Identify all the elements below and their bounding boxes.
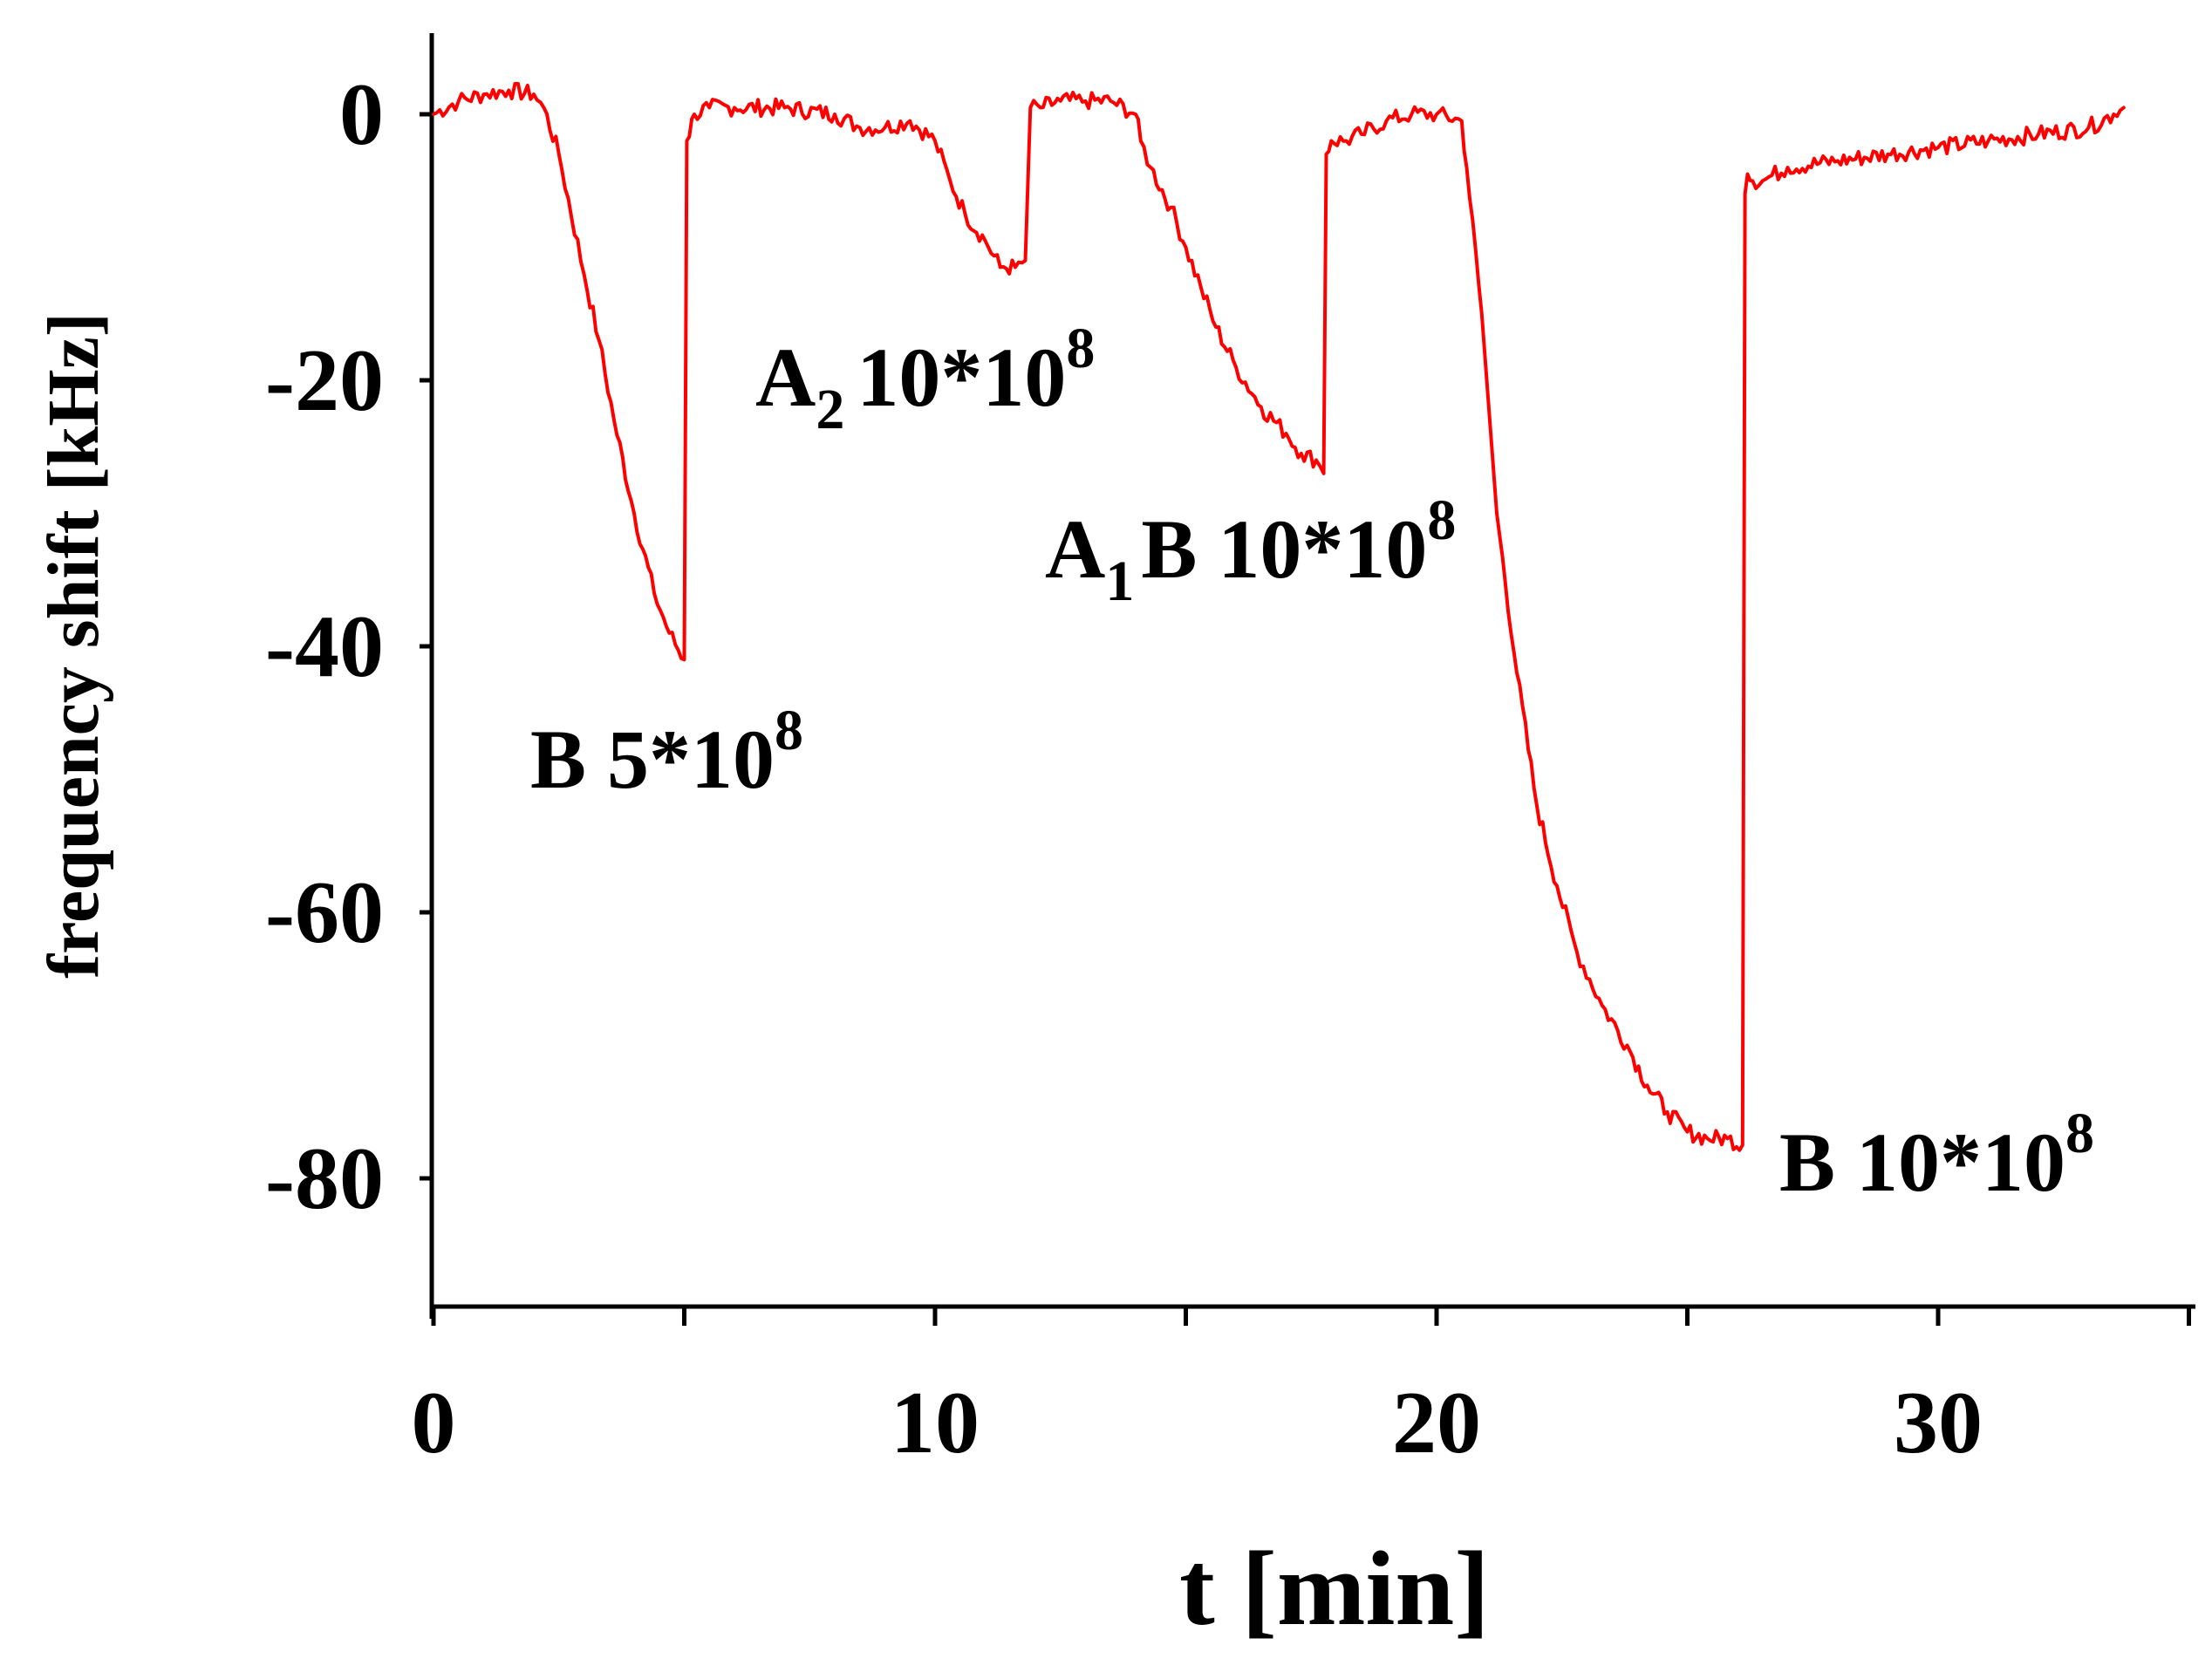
y-tick-label: -60 <box>265 863 384 962</box>
y-tick-label: -80 <box>265 1130 384 1228</box>
annotation-b-10e8-sup: 8 <box>2065 1102 2094 1165</box>
annotation-b-5e8: B 5*108 <box>530 699 803 806</box>
annotation-a1-sup: 8 <box>1427 488 1456 552</box>
annotation-a2-10e8: A2 10*108 <box>755 317 1095 441</box>
annotation-a2-subscript: 2 <box>816 378 844 441</box>
y-tick-label: -20 <box>265 331 384 430</box>
annotation-a2-sup: 8 <box>1066 317 1095 380</box>
x-tick-label: 10 <box>891 1374 980 1472</box>
annotation-a2-letter: A <box>755 331 816 424</box>
x-tick-label: 0 <box>412 1374 456 1472</box>
series-line <box>432 82 2126 1152</box>
ticks: 0 10 20 30 0 -20 -40 -60 -80 <box>265 65 2191 1472</box>
annotation-a1-letter: A <box>1045 502 1105 596</box>
y-tick-label: -40 <box>265 597 384 696</box>
y-tick-label: 0 <box>339 65 384 164</box>
annotation-a1-b-10e8: A1B 10*108 <box>1045 488 1456 613</box>
axes <box>429 33 2195 1319</box>
x-tick-label: 30 <box>1894 1374 1983 1472</box>
annotation-a1-value: B 10*10 <box>1141 502 1427 596</box>
annotation-a2-value: 10*10 <box>857 331 1066 424</box>
annotation-b-10e8: B 10*108 <box>1779 1102 2094 1209</box>
y-axis-title: frequency shift [kHz] <box>33 312 114 979</box>
annotation-b-5e8-main: B 5*10 <box>530 713 775 806</box>
x-tick-label: 20 <box>1392 1374 1481 1472</box>
annotation-b-10e8-main: B 10*10 <box>1779 1116 2065 1209</box>
x-axis-title: t [min] <box>1179 1530 1490 1648</box>
annotation-b-5e8-sup: 8 <box>775 699 803 762</box>
annotation-a1-subscript: 1 <box>1105 549 1134 613</box>
